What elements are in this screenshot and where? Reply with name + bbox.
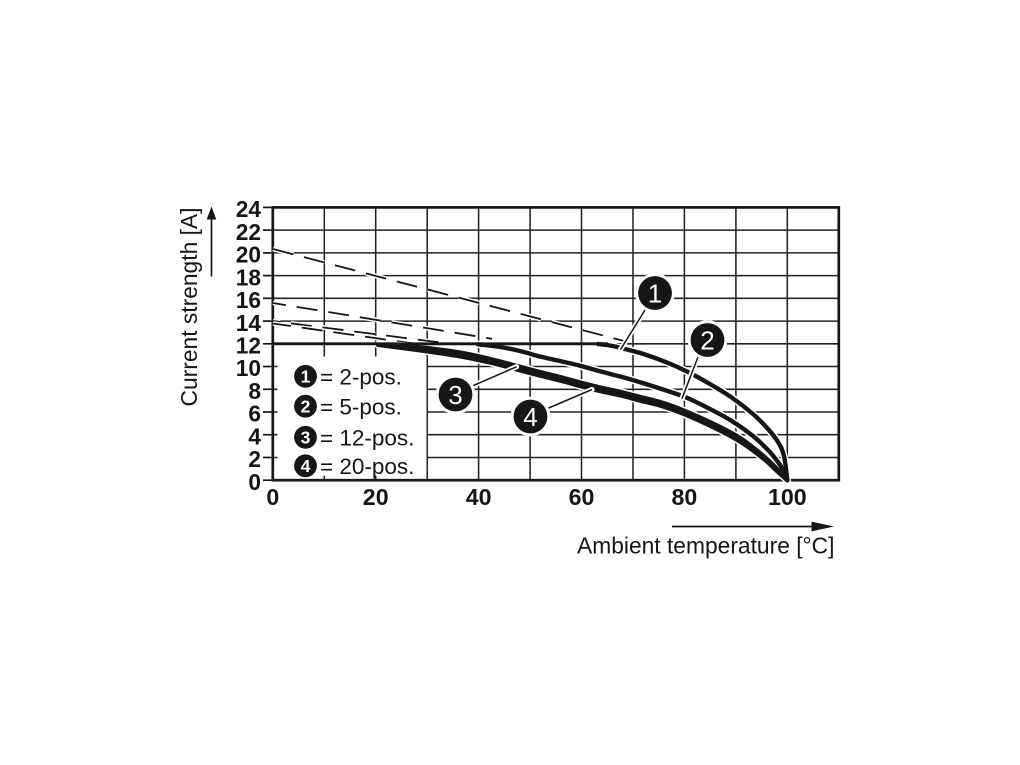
svg-text:2: 2 [301,397,311,417]
svg-text:20: 20 [363,484,389,510]
svg-text:1: 1 [301,367,311,387]
svg-text:3: 3 [301,428,311,448]
svg-text:80: 80 [672,484,698,510]
svg-text:= 5-pos.: = 5-pos. [320,394,402,419]
svg-text:= 20-pos.: = 20-pos. [320,454,414,479]
svg-text:0: 0 [266,484,279,510]
svg-text:4: 4 [523,402,537,432]
svg-text:14: 14 [236,310,262,336]
svg-text:4: 4 [248,423,261,449]
svg-text:1: 1 [648,278,662,308]
svg-text:2: 2 [700,325,714,355]
svg-text:40: 40 [466,484,492,510]
svg-text:Ambient temperature [°C]: Ambient temperature [°C] [577,532,834,558]
svg-text:= 2-pos.: = 2-pos. [320,365,402,390]
svg-text:6: 6 [248,401,261,427]
svg-text:8: 8 [248,378,261,404]
svg-text:18: 18 [236,264,261,290]
svg-text:12: 12 [236,333,261,359]
svg-text:4: 4 [301,456,311,476]
svg-text:60: 60 [569,484,595,510]
svg-text:Current strength [A]: Current strength [A] [176,208,202,407]
svg-text:3: 3 [448,380,462,410]
svg-text:2: 2 [248,446,261,472]
svg-text:22: 22 [236,219,261,245]
svg-text:24: 24 [236,196,262,222]
svg-text:100: 100 [768,484,807,510]
svg-text:= 12-pos.: = 12-pos. [320,426,414,451]
svg-text:20: 20 [236,242,261,268]
svg-text:0: 0 [248,469,261,495]
svg-text:16: 16 [236,287,261,313]
svg-text:10: 10 [236,355,261,381]
